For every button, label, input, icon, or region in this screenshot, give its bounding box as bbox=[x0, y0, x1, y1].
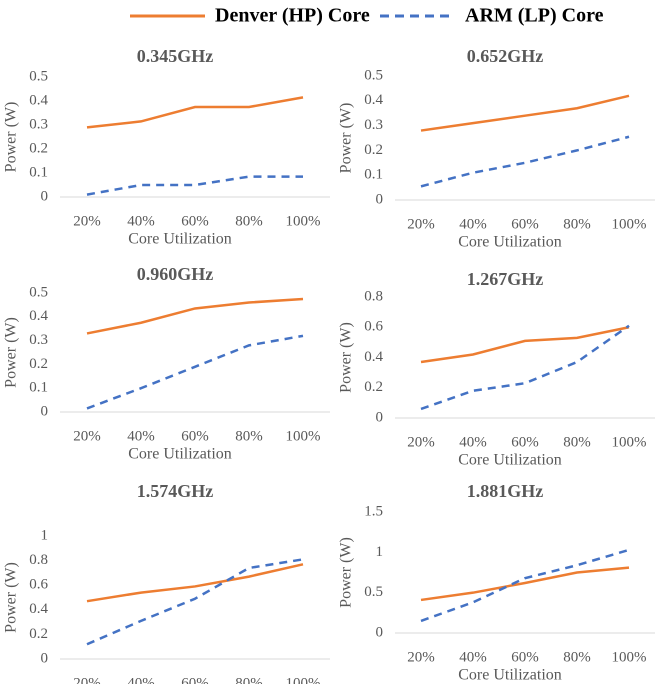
y-tick-label: 0.4 bbox=[29, 308, 48, 324]
y-tick-label: 0 bbox=[41, 188, 49, 204]
y-axis-title: Power (W) bbox=[3, 562, 20, 633]
x-tick-label: 40% bbox=[127, 428, 155, 444]
y-tick-label: 0.4 bbox=[364, 92, 383, 108]
y-tick-label: 0.6 bbox=[29, 577, 48, 593]
x-axis-title: Core Utilization bbox=[458, 452, 562, 469]
x-tick-label: 80% bbox=[563, 216, 591, 232]
x-tick-label: 100% bbox=[286, 675, 321, 684]
series-line bbox=[86, 96, 304, 129]
y-axis-title: Power (W) bbox=[3, 102, 20, 173]
x-tick-label: 80% bbox=[235, 428, 263, 444]
x-tick-label: 40% bbox=[459, 216, 487, 232]
x-tick-label: 20% bbox=[73, 675, 101, 684]
x-tick-label: 80% bbox=[235, 675, 263, 684]
series-line bbox=[420, 135, 630, 188]
y-tick-label: 0.5 bbox=[364, 584, 383, 600]
x-tick-label: 100% bbox=[286, 213, 321, 229]
x-tick-label: 20% bbox=[73, 428, 101, 444]
x-tick-label: 60% bbox=[181, 675, 209, 684]
x-tick-label: 60% bbox=[511, 216, 539, 232]
y-tick-label: 1 bbox=[376, 544, 384, 560]
x-tick-label: 60% bbox=[181, 213, 209, 229]
series-line bbox=[86, 334, 304, 410]
x-tick-label: 60% bbox=[511, 649, 539, 665]
series-line bbox=[420, 566, 630, 602]
y-tick-label: 0.2 bbox=[29, 356, 48, 372]
x-tick-label: 100% bbox=[612, 434, 647, 450]
x-axis-title: Core Utilization bbox=[128, 446, 232, 463]
y-tick-label: 0.4 bbox=[29, 92, 48, 108]
chart-title: 1.881GHz bbox=[467, 481, 544, 501]
y-tick-label: 0 bbox=[376, 191, 384, 207]
chart-title: 1.267GHz bbox=[467, 269, 544, 289]
y-tick-label: 1.5 bbox=[364, 503, 383, 519]
x-axis-title: Core Utilization bbox=[458, 234, 562, 251]
x-tick-label: 80% bbox=[563, 649, 591, 665]
y-tick-label: 0.3 bbox=[29, 332, 48, 348]
y-tick-label: 0.2 bbox=[29, 626, 48, 642]
x-tick-label: 40% bbox=[459, 434, 487, 450]
x-axis-title: Core Utilization bbox=[128, 231, 232, 248]
y-axis-title: Power (W) bbox=[338, 103, 355, 174]
y-tick-label: 0 bbox=[376, 409, 384, 425]
y-tick-label: 0.1 bbox=[364, 167, 383, 183]
y-axis-title: Power (W) bbox=[3, 317, 20, 388]
y-tick-label: 0.1 bbox=[29, 380, 48, 396]
chart-title: 1.574GHz bbox=[137, 481, 214, 501]
y-tick-label: 1 bbox=[41, 527, 49, 543]
x-tick-label: 100% bbox=[612, 649, 647, 665]
x-tick-label: 20% bbox=[407, 216, 435, 232]
y-tick-label: 0.2 bbox=[364, 142, 383, 158]
x-tick-label: 20% bbox=[407, 434, 435, 450]
y-tick-label: 0.4 bbox=[364, 349, 383, 365]
y-tick-label: 0.8 bbox=[364, 288, 383, 304]
y-tick-label: 0.1 bbox=[29, 164, 48, 180]
x-tick-label: 80% bbox=[235, 213, 263, 229]
series-line bbox=[86, 175, 303, 196]
series-line bbox=[420, 94, 630, 132]
chart-title: 0.652GHz bbox=[467, 46, 544, 66]
y-tick-label: 0.2 bbox=[364, 379, 383, 395]
legend-label: Denver (HP) Core bbox=[215, 5, 370, 27]
series-line bbox=[420, 324, 630, 411]
x-tick-label: 40% bbox=[127, 675, 155, 684]
x-tick-label: 20% bbox=[407, 649, 435, 665]
series-line bbox=[420, 326, 630, 364]
y-tick-label: 0 bbox=[41, 650, 49, 666]
y-tick-label: 0.2 bbox=[29, 140, 48, 156]
y-tick-label: 0.6 bbox=[364, 319, 383, 335]
x-tick-label: 40% bbox=[459, 649, 487, 665]
x-tick-label: 60% bbox=[511, 434, 539, 450]
x-tick-label: 60% bbox=[181, 428, 209, 444]
chart-title: 0.960GHz bbox=[137, 264, 214, 284]
x-axis-title: Core Utilization bbox=[458, 667, 562, 684]
legend-label: ARM (LP) Core bbox=[465, 5, 604, 27]
series-line bbox=[86, 563, 304, 603]
y-axis-title: Power (W) bbox=[338, 537, 355, 608]
x-tick-label: 100% bbox=[286, 428, 321, 444]
x-tick-label: 20% bbox=[73, 213, 101, 229]
y-tick-label: 0.5 bbox=[364, 67, 383, 83]
y-tick-label: 0.5 bbox=[29, 68, 48, 84]
y-tick-label: 0.5 bbox=[29, 284, 48, 300]
series-line bbox=[420, 548, 630, 623]
y-tick-label: 0.3 bbox=[29, 116, 48, 132]
x-tick-label: 80% bbox=[563, 434, 591, 450]
y-tick-label: 0.3 bbox=[364, 117, 383, 133]
chart-title: 0.345GHz bbox=[137, 46, 214, 66]
series-line bbox=[86, 297, 304, 335]
series-line bbox=[86, 558, 304, 646]
y-axis-title: Power (W) bbox=[338, 322, 355, 393]
y-tick-label: 0 bbox=[376, 624, 384, 640]
y-tick-label: 0 bbox=[41, 403, 49, 419]
x-tick-label: 40% bbox=[127, 213, 155, 229]
x-tick-label: 100% bbox=[612, 216, 647, 232]
y-tick-label: 0.4 bbox=[29, 601, 48, 617]
y-tick-label: 0.8 bbox=[29, 552, 48, 568]
